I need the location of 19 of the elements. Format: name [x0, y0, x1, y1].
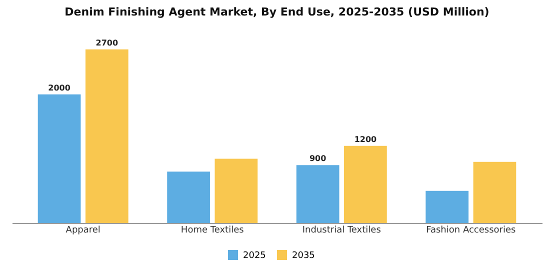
- x-tick-label: Fashion Accessories: [426, 226, 516, 236]
- data-label: 2000: [48, 83, 71, 92]
- x-tick-label: Apparel: [66, 226, 100, 236]
- chart-title: Denim Finishing Agent Market, By End Use, 2025-2035 (USD Million): [64, 5, 490, 18]
- bar: [426, 190, 469, 223]
- data-label: 900: [309, 154, 327, 164]
- legend-label: 2025: [243, 251, 266, 261]
- bar: [214, 158, 258, 223]
- bar: [85, 49, 128, 223]
- data-label: 2700: [96, 38, 118, 48]
- bar: [344, 146, 387, 223]
- bar: [473, 162, 516, 223]
- x-tick-label: Home Textiles: [180, 226, 244, 236]
- bar: [38, 94, 81, 223]
- bar: [167, 172, 210, 223]
- x-tick-label: Industrial Textiles: [302, 226, 382, 236]
- legend-label: 2035: [292, 251, 315, 261]
- bar: [296, 165, 340, 223]
- data-label: 1200: [354, 134, 378, 144]
